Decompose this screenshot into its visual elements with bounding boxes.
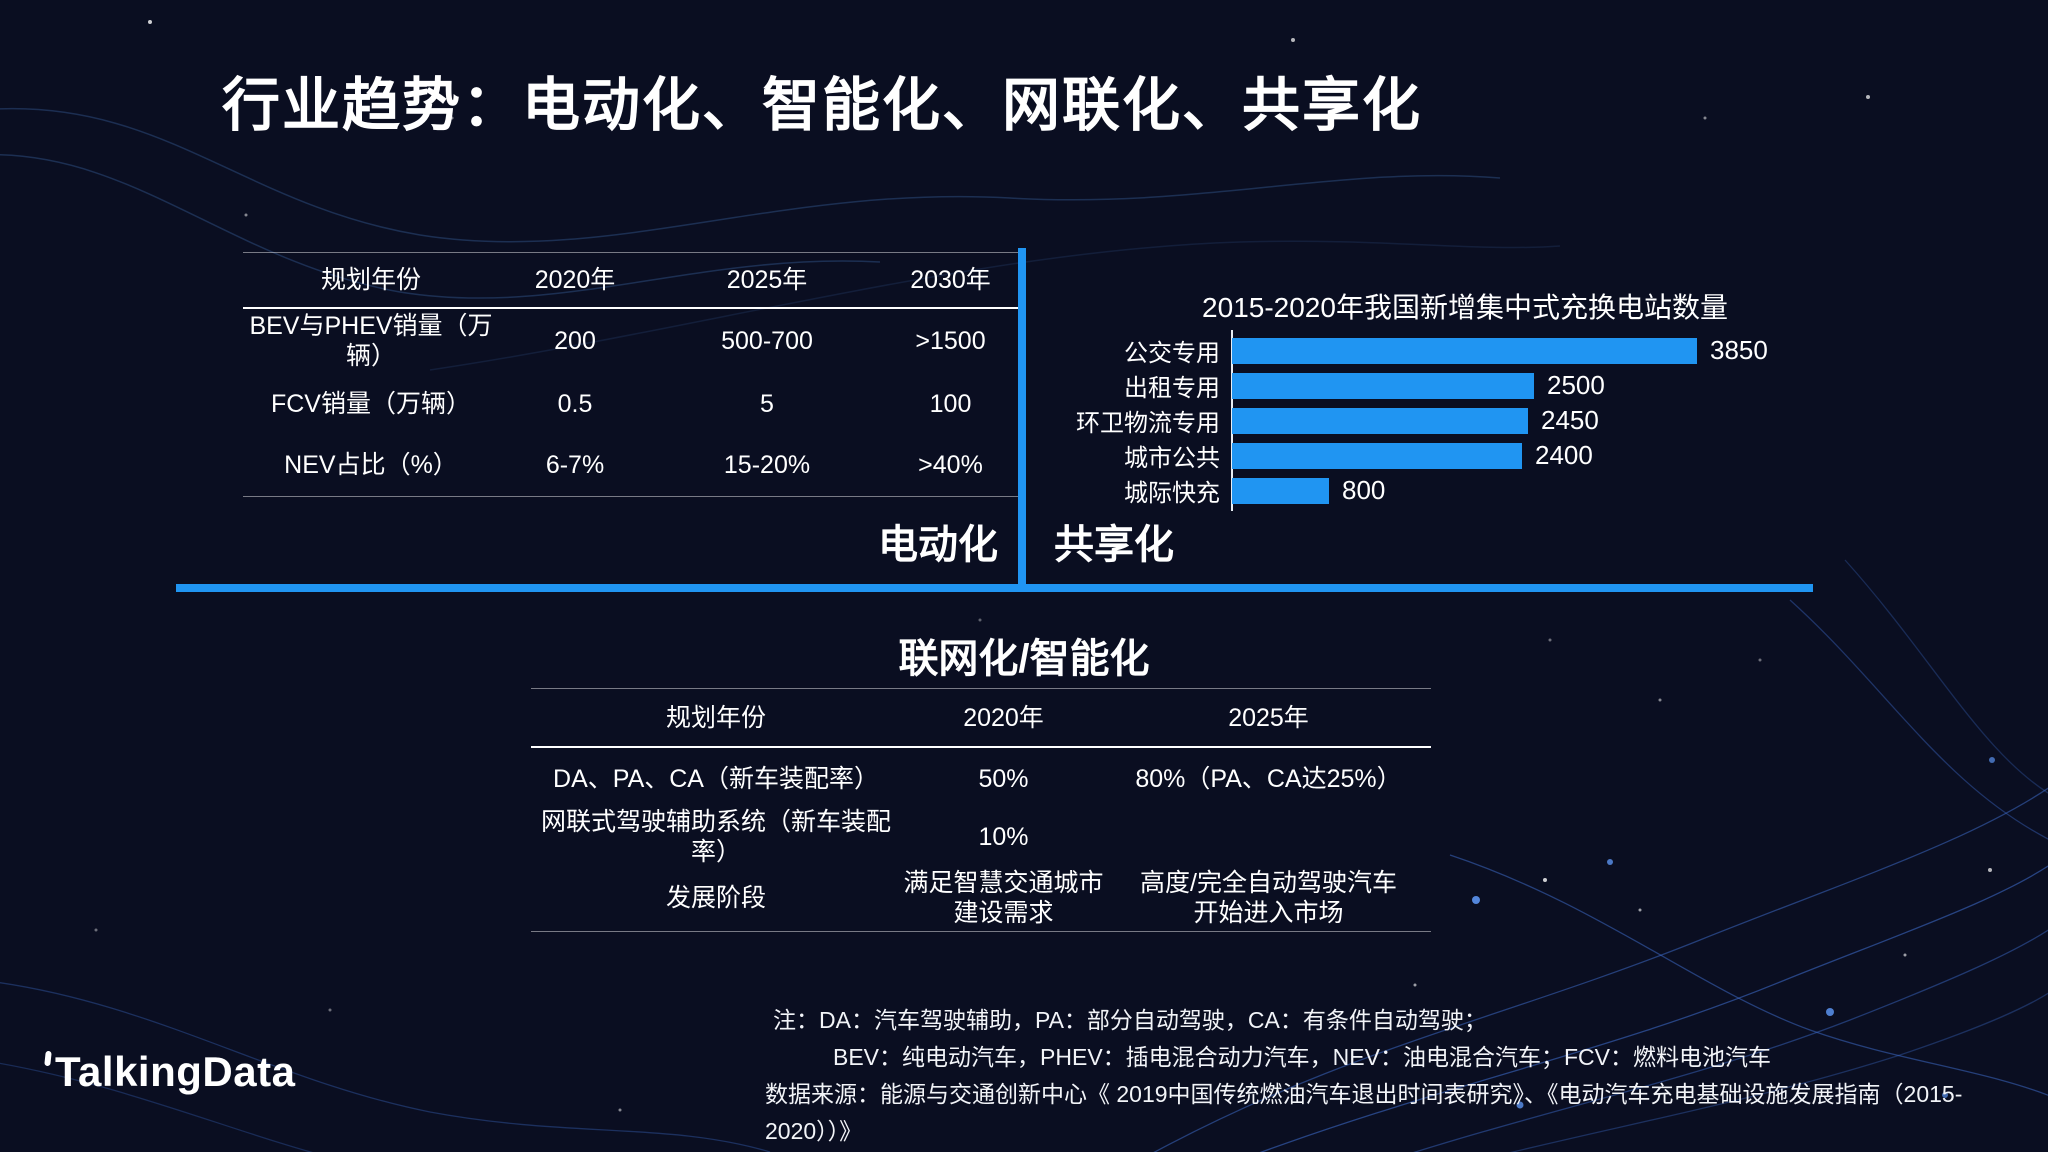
smart-plan-table: 规划年份 2020年 2025年 DA、PA、CA（新车装配率） 50% 80%… [531,688,1431,932]
chart-bar [1232,407,1528,434]
smart-table-cell: 10% [978,823,1029,851]
logo-tick-icon [44,1050,52,1067]
ev-table-cell: 200 [554,327,596,355]
ev-table-row-label: BEV与PHEV销量（万辆） [249,312,493,370]
ev-table-cell: >1500 [915,327,986,355]
smart-table-cell [1106,810,1431,864]
page-title: 行业趋势：电动化、智能化、网联化、共享化 [222,73,1423,138]
chart-value-label: 2500 [1547,370,1605,400]
chart-rows: 公交专用 3850 出租专用 2500 环卫物流专用 2450 城市公共 2400 城际快充 80… [1058,333,1768,508]
chart-title: 2015-2020年我国新增集中式充换电站数量 [1202,292,1728,323]
chart-category-label: 城市公共 [1124,445,1220,472]
footnote-line: 数据来源：能源与交通创新中心《 2019中国传统燃油汽车退出时间表研究》、《电动… [765,1081,1963,1144]
label-connectivity: 联网化/智能化 [898,637,1150,681]
smart-table-cell: 高度/完全自动驾驶汽车 开始进入市场 [1140,868,1397,927]
smart-table-cell: 50% [978,765,1029,793]
ev-table-header: 规划年份 [243,253,499,309]
ev-table-cell: 0.5 [557,389,593,418]
smart-table-header: 2020年 [901,689,1106,748]
chart-value-label: 800 [1342,475,1386,505]
ev-plan-table: 规划年份 2020年 2025年 2030年 BEV与PHEV销量（万辆） 20… [243,252,1018,497]
chart-row: 公交专用 3850 [1058,333,1768,368]
smart-table-header: 规划年份 [531,689,901,748]
chart-row: 城际快充 800 [1058,473,1768,508]
smart-table-row-label: 发展阶段 [665,883,766,912]
smart-table-row-label: 网联式驾驶辅助系统（新车装配率） [540,808,891,866]
chart-bar [1232,442,1522,469]
label-electrification: 电动化 [878,523,998,567]
ev-table-cell: 6-7% [545,451,605,479]
chart-row: 环卫物流专用 2450 [1058,403,1768,438]
ev-table-cell: 5 [760,389,774,418]
talkingdata-logo: TalkingData [44,1048,296,1096]
smart-table-header: 2025年 [1106,689,1431,748]
footnotes: 注：DA：汽车驾驶辅助，PA：部分自动驾驶，CA：有条件自动驾驶； BEV：纯电… [765,1002,2048,1150]
chart-category-label: 城际快充 [1124,480,1220,507]
ev-table-header: 2020年 [499,253,651,309]
chart-bar [1232,477,1329,504]
chart-category-label: 出租专用 [1124,375,1220,402]
ev-table-cell: 15-20% [723,451,811,479]
chart-row: 出租专用 2500 [1058,368,1768,403]
ev-table-header: 2030年 [883,253,1018,309]
ev-table-cell: 500-700 [721,327,813,355]
ev-table-cell: >40% [918,451,983,479]
smart-table-cell: 满足智慧交通城市 建设需求 [903,868,1104,927]
footnote-line: BEV：纯电动汽车，PHEV：插电混合动力汽车，NEV：油电混合汽车；FCV：燃… [833,1044,1771,1070]
smart-table-cell: 80%（PA、CA达25%） [1135,765,1402,793]
chart-value-label: 2450 [1541,405,1599,435]
vertical-divider [1018,248,1026,584]
horizontal-divider [176,584,1813,592]
footnote-line: 注：DA：汽车驾驶辅助，PA：部分自动驾驶，CA：有条件自动驾驶； [773,1007,1487,1033]
ev-table-row-label: NEV占比（%） [284,451,458,479]
label-sharing: 共享化 [1054,523,1174,567]
chart-value-label: 3850 [1710,335,1768,365]
chart-bar [1232,337,1697,364]
chart-category-label: 环卫物流专用 [1076,410,1220,437]
ev-table-cell: 100 [929,389,972,418]
ev-table-row-label: FCV销量（万辆） [270,389,471,418]
smart-table-row-label: DA、PA、CA（新车装配率） [553,765,879,793]
ev-table-header: 2025年 [651,253,883,309]
chart-value-label: 2400 [1535,440,1593,470]
logo-text: TalkingData [55,1048,296,1095]
chart-bar [1232,372,1534,399]
chart-row: 城市公共 2400 [1058,438,1768,473]
chart-category-label: 公交专用 [1124,340,1220,367]
